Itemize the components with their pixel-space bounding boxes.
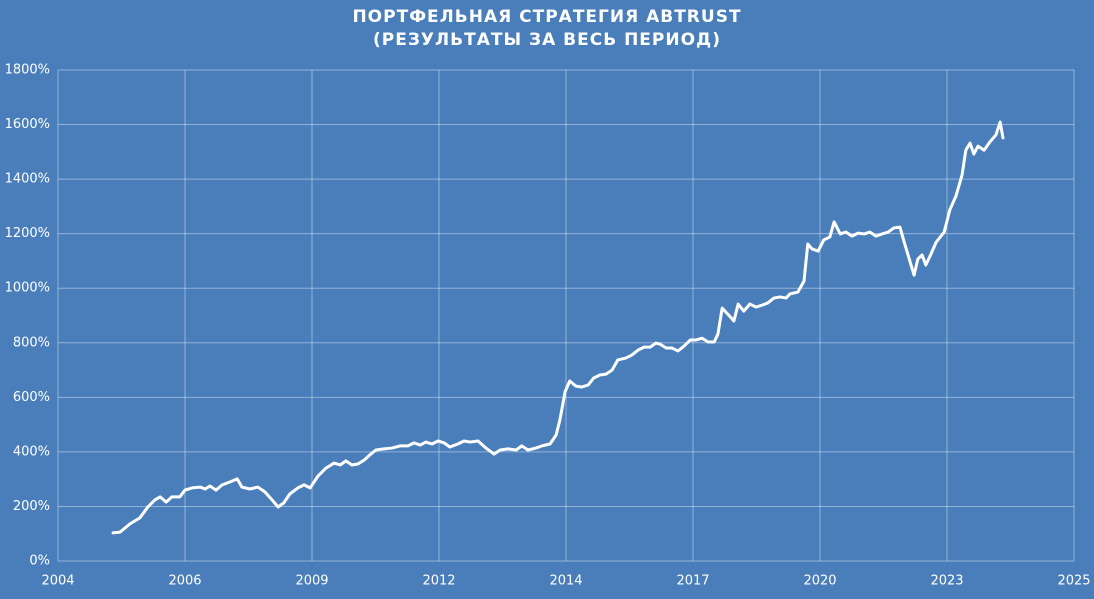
y-tick-label: 1200% xyxy=(5,226,50,241)
x-tick-label: 2025 xyxy=(1057,574,1090,589)
y-tick-label: 1400% xyxy=(5,172,50,187)
x-tick-label: 2004 xyxy=(41,574,74,589)
x-tick-label: 2009 xyxy=(295,574,328,589)
y-tick-label: 1600% xyxy=(5,117,50,132)
x-tick-label: 2017 xyxy=(676,574,709,589)
x-tick-label: 2006 xyxy=(168,574,201,589)
x-tick-label: 2012 xyxy=(422,574,455,589)
y-tick-label: 400% xyxy=(13,444,50,459)
x-tick-label: 2020 xyxy=(803,574,836,589)
x-tick-label: 2014 xyxy=(549,574,582,589)
y-tick-label: 1800% xyxy=(5,63,50,78)
y-tick-label: 600% xyxy=(13,390,50,405)
chart-subtitle: (РЕЗУЛЬТАТЫ ЗА ВЕСЬ ПЕРИОД) xyxy=(373,30,721,50)
x-tick-label: 2023 xyxy=(930,574,963,589)
chart-title: ПОРТФЕЛЬНАЯ СТРАТЕГИЯ ABTRUST xyxy=(352,7,741,27)
data-line xyxy=(111,120,1005,535)
y-tick-label: 200% xyxy=(13,499,50,514)
y-tick-label: 0% xyxy=(29,554,50,569)
y-tick-label: 800% xyxy=(13,335,50,350)
y-tick-label: 1000% xyxy=(5,281,50,296)
